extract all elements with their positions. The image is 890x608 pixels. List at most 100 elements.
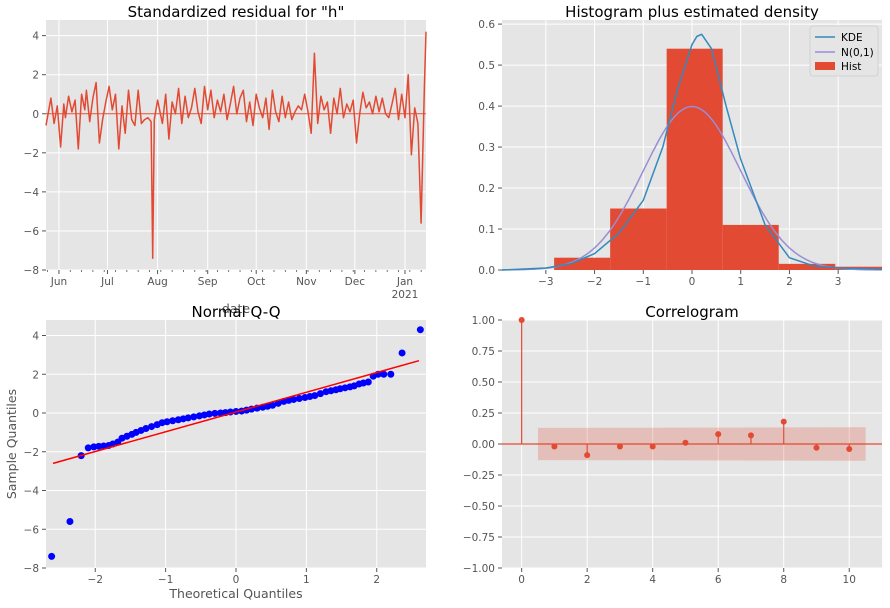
qq-title: Normal Q-Q [191,303,280,321]
qq-reference-line [52,359,420,465]
correlogram-ytick-label: 0.50 [472,377,495,389]
residual-title: Standardized residual for "h" [128,3,345,21]
correlogram-ytick-label: −1.00 [463,563,495,575]
residual-xtick-label: Sep [198,276,218,288]
histogram-xtick-label: −3 [538,276,553,288]
residual-xtick-label: Oct [247,276,265,288]
histogram-xtick-label: 2 [786,276,793,288]
qq-point [316,390,324,398]
histogram-bar [554,257,611,270]
qq-xtick-label: −2 [88,574,103,586]
histogram-xtick-label: −2 [587,276,602,288]
legend-normal-label: N(0,1) [841,47,874,59]
qq-point [184,414,192,422]
acf-marker [584,452,591,459]
qq-ytick-label: −2 [24,447,39,459]
qq-point [380,370,388,378]
residual-xtick-label: Jul [100,276,114,288]
acf-marker [518,317,525,323]
residual-ytick-label: 2 [32,70,39,82]
qq-point [290,395,298,403]
acf-stems [518,317,853,459]
correlogram-ytick-label: 0.25 [472,408,495,420]
histogram-ytick-label: 0.6 [478,19,495,31]
correlogram-xtick-label: 0 [518,574,525,586]
residual-xtick-label: Jan [396,276,413,288]
qq-ytick-label: 4 [32,331,39,343]
residual-xtick-label: 2021 [392,289,419,301]
correlogram-ytick-label: 0.75 [472,346,495,358]
histogram-ytick-label: 0.2 [478,183,495,195]
residual-xlabel: date [222,301,250,316]
acf-marker [682,439,689,446]
correlogram-title: Correlogram [645,303,738,321]
qq-xtick-label: 2 [373,574,380,586]
qq-point [295,394,303,402]
correlogram-xtick-label: 6 [715,574,722,586]
qq-point [163,418,171,426]
histogram-bar [778,263,836,270]
qq-point [211,409,219,417]
qq-point [364,378,372,386]
acf-marker [846,445,853,452]
qq-ticks: −2 −1 0 1 2 −8 −6 −4 −2 0 2 4 [24,331,381,587]
qq-point [169,417,177,425]
qq-ytick-label: −4 [24,486,40,498]
acf-marker [747,432,754,439]
histogram-ytick-label: 0.5 [478,60,495,72]
residual-ytick-label: −4 [24,187,40,199]
qq-ytick-label: −6 [24,524,40,536]
histogram-bar [722,224,779,270]
correlogram-xtick-label: 8 [780,574,787,586]
kde-line [501,33,883,271]
legend-hist-swatch [815,62,835,70]
histogram-xtick-label: 1 [737,276,744,288]
correlogram-ticks: 0 2 4 6 8 10 −1.00 −0.75 −0.50 −0.25 0.00 0.25 0.50 0… [463,315,856,586]
qq-ytick-label: −8 [24,563,39,575]
residual-ytick-label: 0 [32,109,39,121]
qq-point [205,410,213,418]
histogram-xtick-label: 0 [689,276,696,288]
residual-xtick-label: Jun [50,276,67,288]
correlogram-ytick-label: 1.00 [472,315,495,327]
correlogram-ytick-label: −0.75 [463,532,495,544]
correlogram-xtick-label: 4 [649,574,656,586]
residual-axes-bg [46,20,426,270]
histogram-ticks: −3 −2 −1 0 1 2 3 0.0 0.1 0.2 0.3 0.4 0.5 0.6 [478,19,841,288]
histogram-ytick-label: 0.1 [478,224,495,236]
histogram-xtick-label: −1 [636,276,651,288]
correlogram-xtick-label: 2 [584,574,591,586]
correlogram-panel: 0 2 4 6 8 10 −1.00 −0.75 −0.50 −0.25 0.00 0.25 0.50 0… [463,303,882,586]
acf-marker [649,443,656,450]
residual-series-line [45,31,427,260]
qq-point [274,399,282,407]
histogram-bar [666,48,723,271]
correlogram-ytick-label: −0.25 [463,470,495,482]
histogram-bar [610,208,667,270]
qq-panel: −2 −1 0 1 2 −8 −6 −4 −2 0 2 4 Normal Q-Q Theoretica… [4,303,426,601]
qq-point [387,370,395,378]
residual-xtick-label: Nov [296,276,317,288]
qq-point [269,401,277,409]
qq-point [416,326,424,334]
qq-ytick-label: 2 [32,369,39,381]
acf-marker [780,418,787,425]
acf-marker [551,443,558,450]
residual-xtick-label: Aug [147,276,168,288]
legend-hist-label: Hist [841,61,861,73]
acf-marker [715,431,722,438]
correlogram-ytick-label: 0.00 [472,439,495,451]
histogram-ytick-label: 0.0 [478,265,495,277]
correlogram-xtick-label: 10 [843,574,856,586]
histogram-legend: KDE N(0,1) Hist [809,25,879,77]
histogram-ytick-label: 0.3 [478,142,495,154]
qq-point [48,552,56,560]
qq-point [190,413,198,421]
legend-kde-label: KDE [841,32,863,44]
qq-point [66,518,74,525]
qq-point [148,423,156,431]
histogram-xtick-label: 3 [835,276,842,288]
qq-points [48,326,424,560]
qq-xtick-label: 0 [233,574,240,586]
